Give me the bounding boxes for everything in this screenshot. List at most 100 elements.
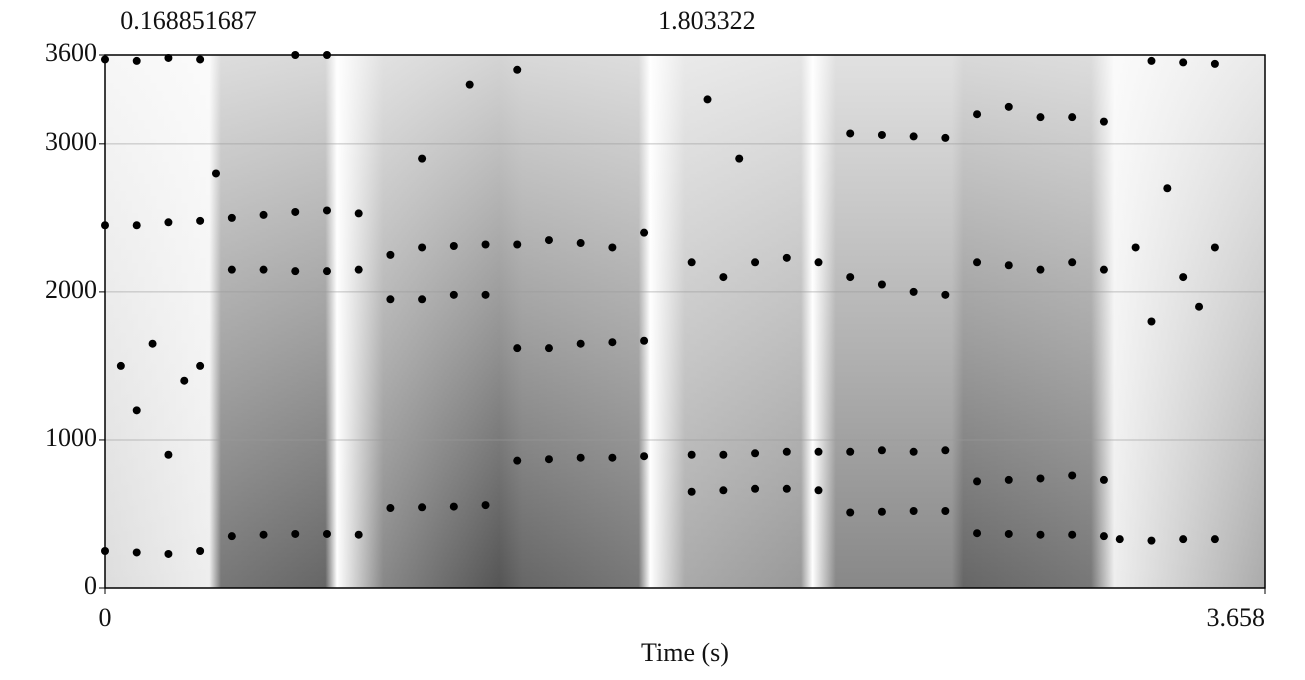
formant-point — [513, 240, 522, 249]
formant-point — [322, 267, 331, 276]
formant-point — [877, 130, 886, 139]
formant-point — [259, 265, 268, 274]
formant-point — [1179, 535, 1188, 544]
formant-point — [1179, 58, 1188, 67]
formant-point — [973, 110, 982, 119]
formant-point — [877, 507, 886, 516]
formant-point — [1068, 530, 1077, 539]
formant-point — [227, 213, 236, 222]
formant-point — [608, 338, 617, 347]
formant-point — [513, 344, 522, 353]
formant-point — [418, 503, 427, 512]
formant-point — [1210, 59, 1219, 68]
formant-point — [227, 532, 236, 541]
formant-point — [164, 549, 173, 558]
formant-point — [941, 446, 950, 455]
formant-point — [148, 339, 157, 348]
formant-point — [608, 453, 617, 462]
formant-point — [846, 508, 855, 517]
formant-point — [687, 258, 696, 267]
formant-point — [941, 507, 950, 516]
formant-point — [1163, 184, 1172, 193]
formant-point — [291, 207, 300, 216]
formant-point — [132, 56, 141, 65]
formant-point — [576, 239, 585, 248]
formant-point — [751, 258, 760, 267]
formant-point — [814, 447, 823, 456]
formant-point — [164, 450, 173, 459]
formant-point — [814, 486, 823, 495]
y-tick-label: 3000 — [45, 127, 97, 156]
formant-point — [386, 504, 395, 513]
formant-point — [1004, 475, 1013, 484]
y-tick-label: 3600 — [45, 38, 97, 67]
formant-point — [941, 290, 950, 299]
formant-point — [196, 361, 205, 370]
formant-point — [1179, 273, 1188, 282]
formant-point — [481, 290, 490, 299]
formant-point — [164, 53, 173, 62]
y-tick-label: 1000 — [45, 423, 97, 452]
formant-point — [354, 265, 363, 274]
formant-point — [132, 221, 141, 230]
formant-point — [846, 447, 855, 456]
x-tick-label: 3.658 — [1207, 603, 1266, 632]
formant-point — [909, 287, 918, 296]
formant-point — [211, 169, 220, 178]
formant-point — [196, 55, 205, 64]
formant-point — [973, 477, 982, 486]
formant-point — [449, 241, 458, 250]
formant-point — [227, 265, 236, 274]
y-tick-label: 2000 — [45, 275, 97, 304]
formant-point — [973, 529, 982, 538]
formant-point — [1147, 317, 1156, 326]
formant-point — [877, 446, 886, 455]
cursor-label: 1.803322 — [658, 6, 756, 35]
formant-point — [719, 450, 728, 459]
formant-point — [1115, 535, 1124, 544]
formant-point — [354, 530, 363, 539]
formant-point — [449, 502, 458, 511]
formant-point — [1099, 265, 1108, 274]
formant-point — [1004, 102, 1013, 111]
formant-point — [1099, 117, 1108, 126]
formant-point — [576, 453, 585, 462]
formant-point — [386, 295, 395, 304]
formant-point — [481, 501, 490, 510]
formant-point — [640, 452, 649, 461]
formant-point — [1036, 265, 1045, 274]
formant-point — [322, 206, 331, 215]
formant-point — [687, 487, 696, 496]
formant-point — [196, 546, 205, 555]
formant-point — [814, 258, 823, 267]
formant-point — [909, 447, 918, 456]
formant-point — [1147, 536, 1156, 545]
plot-frame — [104, 54, 1266, 589]
formant-point — [1147, 56, 1156, 65]
formant-point — [687, 450, 696, 459]
formant-point — [449, 290, 458, 299]
formant-point — [132, 548, 141, 557]
formant-point — [640, 336, 649, 345]
formant-point — [544, 344, 553, 353]
formant-point — [322, 529, 331, 538]
formant-point — [180, 376, 189, 385]
formant-point — [719, 273, 728, 282]
formant-point — [418, 154, 427, 163]
formant-point — [909, 507, 918, 516]
formant-point — [418, 243, 427, 252]
formant-point — [846, 273, 855, 282]
formant-point — [1036, 474, 1045, 483]
formant-point — [576, 339, 585, 348]
formant-point — [703, 95, 712, 104]
formant-point — [782, 253, 791, 262]
formant-point — [1068, 113, 1077, 122]
formant-point — [196, 216, 205, 225]
formant-point — [1036, 113, 1045, 122]
formant-point — [1099, 532, 1108, 541]
formant-point — [1195, 302, 1204, 311]
formant-point — [544, 455, 553, 464]
formant-point — [1068, 471, 1077, 480]
formant-point — [1099, 475, 1108, 484]
